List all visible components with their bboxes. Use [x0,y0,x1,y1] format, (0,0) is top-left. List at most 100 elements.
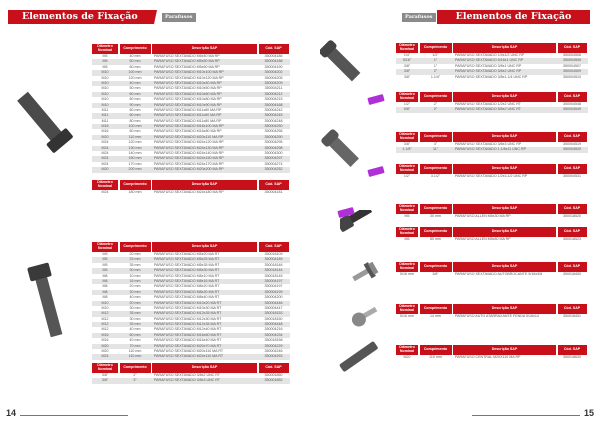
cell-description: PARAFUSO SEXTAVADO M16x80 MA RP [154,129,222,134]
table-header: Diâmetro Nominal Comprimento Descrição SAP… [396,43,588,53]
table-row: M5 35 mm PARAFUSO SEXTAVADO M5x35 MA RT 350… [92,263,290,268]
cell-description: PARAFUSO SEXTAVADO M10x50 MA RP [154,86,222,91]
cell-description: PARAFUSO SEXTAVADO M8x40 MA RT [154,295,220,300]
cell-diameter: 1/4" [403,53,411,57]
table-row: M10 120 mm PARAFUSO SEXTAVADO M10x120 MA R… [92,76,290,81]
cell-sap-code: 350018145 [264,273,283,278]
cell-length: 110 mm [128,354,142,359]
cell-description: PARAFUSO SEXTAVADO M24x140 MA RP [154,151,224,156]
column-header-diameter: Diâmetro Nominal [396,43,418,53]
table-row: 1.1/8" 11" PARAFUSO SEXTAVADO 1.1/8x11 UNC… [396,147,588,153]
cell-description: PARAFUSO SEXTAVADO M5x25 MA RT [154,257,220,262]
cell-diameter: M20 [101,167,109,172]
column-header-diameter: Diâmetro Nominal [396,164,418,174]
table-row: M16 80 mm PARAFUSO SEXTAVADO M16x80 MA RP 3… [92,129,290,134]
table-row: M24 150 mm PARAFUSO SEXTAVADO M24x150 MA R… [92,156,290,162]
cell-length: 80 mm [129,118,141,123]
column-header-length: Comprimento [419,43,452,53]
cell-length: 100 mm [128,124,142,129]
cell-sap-code: 350004531 [563,174,581,178]
cell-length: 50 mm [129,86,141,91]
table-row: M5 80 mm PARAFUSO ALLEN M5x80 MA RP 3500185… [396,237,588,242]
cell-description: PARAFUSO SEXTAVADO M16x60 MA RT [154,332,222,337]
column-header-length: Comprimento [419,227,452,237]
cell-length: 2" [433,107,438,112]
cell-diameter: M5 [102,252,108,256]
cell-length: 130 mm [128,145,142,150]
cell-description: PARAFUSO SEXTAVADO M8x30 MA RT [154,289,220,294]
cell-description: PARAFUSO SEXTAVADO M20x200 MA RP [154,167,224,172]
cell-diameter: M24 [101,354,109,359]
cell-description: PARAFUSO SEXTAVADO M24x110 MA RT [154,354,224,359]
cell-description: PARAFUSO SEXTAVADO M5x60 MA RP [154,64,220,69]
cell-length: 3.1/2" [430,174,441,178]
cell-diameter: M12 [101,316,109,321]
cell-description: PARAFUSO SEXTAVADO AUTOBROCANTE 5/16x3/8 [455,272,543,276]
table-row: M10 60 mm PARAFUSO SEXTAVADO M10x60 MA RP 3… [92,91,290,98]
cell-length: 120 mm [128,140,142,145]
cell-length: 1" [433,58,438,63]
cell-description: PARAFUSO SEXTAVADO M10x40 MA RP [154,80,222,85]
cell-description: PARAFUSO SEXTAVADO 5/16x1 UNC RP [455,58,524,63]
cell-length: 3" [133,378,137,383]
new-sticker [367,94,385,105]
cell-diameter: M8 [102,278,108,283]
column-header-diameter: Diâmetro Nominal [396,262,418,272]
table-row: M10 40 mm PARAFUSO SEXTAVADO M10x40 MA RP 3… [92,80,290,87]
cell-description: PARAFUSO SEXTAVADO M11x80 MA RP [154,118,222,123]
cell-length: 1" [433,63,438,68]
cell-sap-code: 350004509 [563,69,581,74]
cell-sap-code: 350004245 [264,113,283,118]
cell-sap-code: 350001850 [264,373,283,377]
cell-description: PARAFUSO SEXTAVADO M5x30 MA RT [154,268,220,273]
cell-diameter: M24 [101,190,109,194]
table-row: M5 30 mm PARAFUSO SEXTAVADO M5x30 MA RT 350… [92,268,290,274]
cell-length: 16 mm [129,278,141,283]
cell-sap-code: 350004188 [264,59,283,64]
cell-diameter: M5 [102,262,108,267]
table-row: M12 30 mm PARAFUSO SEXTAVADO M12x30 MA RT 3… [92,317,290,322]
cell-length: 40 mm [129,327,141,332]
product-table: Diâmetro Nominal Comprimento Descrição SAP… [396,262,588,277]
cell-description: PARAFUSO SEXTAVADO M24x150 MA RP [154,156,224,161]
table-row: M11 80 mm PARAFUSO SEXTAVADO M11x80 MA RP 3… [92,119,290,124]
cell-description: PARAFUSO SEXTAVADO M5x40 MA RP [154,54,220,58]
cell-diameter: M24 [101,151,109,156]
cell-length: 70 mm [129,343,141,348]
cell-sap-code: 350004200 [264,295,283,300]
cell-length: 20 mm [129,300,141,305]
cell-length: 20 mm [129,252,141,256]
cell-description: PARAFUSO SEXTAVADO M11x60 MA RP [154,113,222,118]
column-header-length: Comprimento [419,262,452,272]
left-title-banner: Elementos de Fixação [8,10,157,24]
cell-description: PARAFUSO SEXTAVADO 3/8x2 UNC RT [154,373,220,377]
cell-diameter: M10 [101,75,109,80]
cell-description: PARAFUSO SEXTAVADO M10x20 MA RT [154,300,222,305]
cell-description: PARAFUSO SEXTAVADO M11x80 MA RP [154,107,222,112]
table-row: M8 30 mm PARAFUSO SEXTAVADO M8x30 MA RT 350… [92,289,290,296]
table-header: Diâmetro Nominal Comprimento Descrição SAP… [92,363,290,373]
table-header: Diâmetro Nominal Comprimento Descrição SAP… [396,345,588,355]
cell-description: PARAFUSO SEXTAVADO M20x110 MA RP [154,134,224,139]
cell-length: 150 mm [128,156,142,161]
table-row: M8 16 mm PARAFUSO SEXTAVADO M8x16 MA RT 350… [92,278,290,285]
cell-description: PARAFUSO ALLEN M5x80 MA RP [455,237,511,241]
cell-description: PARAFUSO SEXTAVADO M10x60 MA RP [154,91,222,96]
column-header-description: Descrição SAP [453,227,556,237]
table-row: 5/16 mm 14 mm PARAFUSO AUTO ATARRAXANTE FE… [396,314,588,319]
cell-diameter: M24 [101,161,109,166]
cell-description: PARAFUSO SEXTAVADO M10x100 MA RP [154,70,224,75]
cell-description: PARAFUSO SEXTAVADO M24x130 MA RP [154,145,224,150]
cell-description: PARAFUSO SEXTAVADO M12x35 MA RT [154,311,222,316]
cell-length: 120 mm [128,75,142,80]
cell-diameter: M8 [102,273,108,278]
column-header-description: Descrição SAP [453,204,556,214]
cell-length: 40 mm [129,80,141,85]
column-header-description: Descrição SAP [453,132,556,142]
cell-description: PARAFUSO SEXTAVADO 1/2x2 UNC RT [455,102,521,106]
cell-sap-code: 350004197 [264,278,283,283]
table-row: M24 130 mm PARAFUSO SEXTAVADO M24x130 MA R… [92,145,290,152]
cell-length: 110 mm [128,349,142,354]
cell-sap-code: 350004215 [264,97,283,102]
table-row: M8 10 mm PARAFUSO SEXTAVADO M8x10 MA RT 350… [92,274,290,279]
